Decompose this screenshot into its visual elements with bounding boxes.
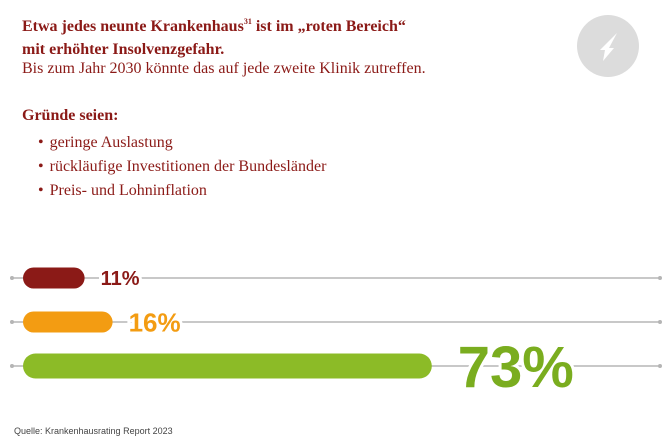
reason-item: rückläufige Investitionen der Bundesländ… [38,155,327,179]
headline: Etwa jedes neunte Krankenhaus31 ist im „… [22,10,406,61]
bar[interactable] [23,311,113,333]
reasons-list: geringe Auslastung rückläufige Investiti… [38,131,327,203]
gridline-end-dot [658,364,662,368]
headline-line-1: Etwa jedes neunte Krankenhaus31 ist im „… [22,10,406,38]
bar-chart: 11% 16% 73% [10,265,662,390]
data-label: 73% [458,335,574,390]
data-label: 16% [129,307,181,337]
bar[interactable] [23,353,432,379]
reason-item: geringe Auslastung [38,131,326,155]
gridline-end-dot [10,276,14,280]
data-label: 11% [101,268,140,290]
gridline-end-dot [658,320,662,324]
headline-line-2: mit erhöhter Insolvenzgefahr. [22,41,225,58]
reasons-title: Gründe seien: [22,107,119,124]
badge[interactable] [577,15,639,77]
down-arrow-icon [600,33,617,61]
headline-text-1: Etwa jedes neunte Krankenhaus [22,18,244,35]
reason-item: Preis- und Lohninflation [38,179,326,203]
bar[interactable] [23,267,85,289]
gridline-end-dot [10,320,14,324]
gridline-end-dot [10,364,14,368]
subline: Bis zum Jahr 2030 könnte das auf jede zw… [22,60,426,77]
headline-text-2: ist im „roten Bereich“ [251,18,406,35]
gridline-end-dot [658,276,662,280]
source-note: Quelle: Krankenhausrating Report 2023 [14,426,173,436]
footnote-reference[interactable]: 31 [243,17,252,26]
